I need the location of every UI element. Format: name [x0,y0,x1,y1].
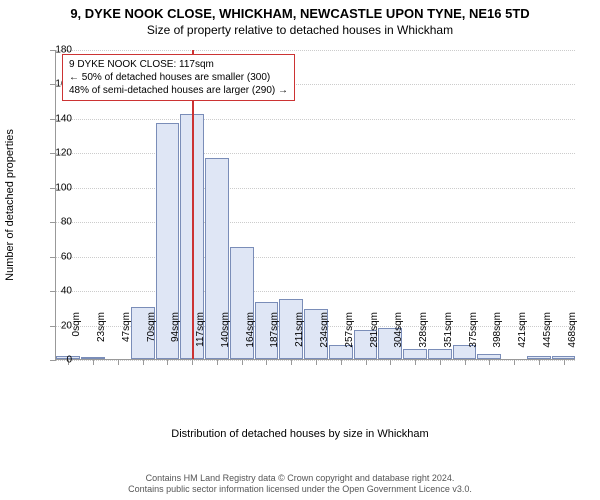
y-tick-label: 40 [42,286,72,297]
y-axis-title: Number of detached properties [4,129,16,281]
x-tick [217,359,218,365]
x-tick [93,359,94,365]
footer-attribution: Contains HM Land Registry data © Crown c… [0,473,600,496]
annotation-line: 48% of semi-detached houses are larger (… [69,84,288,97]
x-tick [167,359,168,365]
x-tick-label: 47sqm [121,312,132,362]
chart-title-block: 9, DYKE NOOK CLOSE, WHICKHAM, NEWCASTLE … [0,0,600,37]
grid-line [56,153,575,154]
y-tick-label: 80 [42,217,72,228]
x-tick-label: 328sqm [418,312,429,362]
x-tick-label: 257sqm [344,312,355,362]
x-tick [415,359,416,365]
x-axis-title: Distribution of detached houses by size … [0,428,600,440]
x-tick-label: 0sqm [71,312,82,362]
grid-line [56,119,575,120]
x-tick-label: 140sqm [220,312,231,362]
x-tick [564,359,565,365]
x-tick-label: 187sqm [269,312,280,362]
y-tick-label: 120 [42,148,72,159]
x-tick [440,359,441,365]
grid-line [56,257,575,258]
x-tick [242,359,243,365]
y-tick-label: 20 [42,320,72,331]
x-tick [316,359,317,365]
grid-line [56,50,575,51]
x-tick-label: 117sqm [195,312,206,362]
x-tick-label: 94sqm [170,312,181,362]
grid-line [56,222,575,223]
x-tick [539,359,540,365]
x-tick [366,359,367,365]
x-tick-label: 164sqm [245,312,256,362]
footer-line-1: Contains HM Land Registry data © Crown c… [0,473,600,485]
x-tick-label: 351sqm [443,312,454,362]
x-tick-label: 70sqm [146,312,157,362]
x-tick [291,359,292,365]
x-tick-label: 468sqm [567,312,578,362]
x-tick-label: 211sqm [294,312,305,362]
x-tick [192,359,193,365]
x-tick [390,359,391,365]
y-tick-label: 140 [42,113,72,124]
y-tick-label: 60 [42,251,72,262]
x-tick [266,359,267,365]
chart-title-main: 9, DYKE NOOK CLOSE, WHICKHAM, NEWCASTLE … [0,6,600,21]
footer-line-2: Contains public sector information licen… [0,484,600,496]
x-tick [341,359,342,365]
x-tick-label: 445sqm [542,312,553,362]
x-tick [514,359,515,365]
x-tick [143,359,144,365]
x-tick [465,359,466,365]
y-tick-label: 0 [42,355,72,366]
x-tick-label: 281sqm [369,312,380,362]
grid-line [56,188,575,189]
grid-line [56,291,575,292]
x-tick-label: 398sqm [492,312,503,362]
x-tick [489,359,490,365]
x-tick-label: 375sqm [468,312,479,362]
y-tick-label: 100 [42,182,72,193]
x-tick [118,359,119,365]
x-tick-label: 23sqm [96,312,107,362]
annotation-line: 9 DYKE NOOK CLOSE: 117sqm [69,58,288,71]
x-tick-label: 234sqm [319,312,330,362]
chart-title-sub: Size of property relative to detached ho… [0,23,600,37]
x-tick-label: 421sqm [517,312,528,362]
annotation-line: ← 50% of detached houses are smaller (30… [69,71,288,84]
annotation-box: 9 DYKE NOOK CLOSE: 117sqm← 50% of detach… [62,54,295,101]
x-tick-label: 304sqm [393,312,404,362]
chart-container: Number of detached properties Distributi… [0,40,600,420]
